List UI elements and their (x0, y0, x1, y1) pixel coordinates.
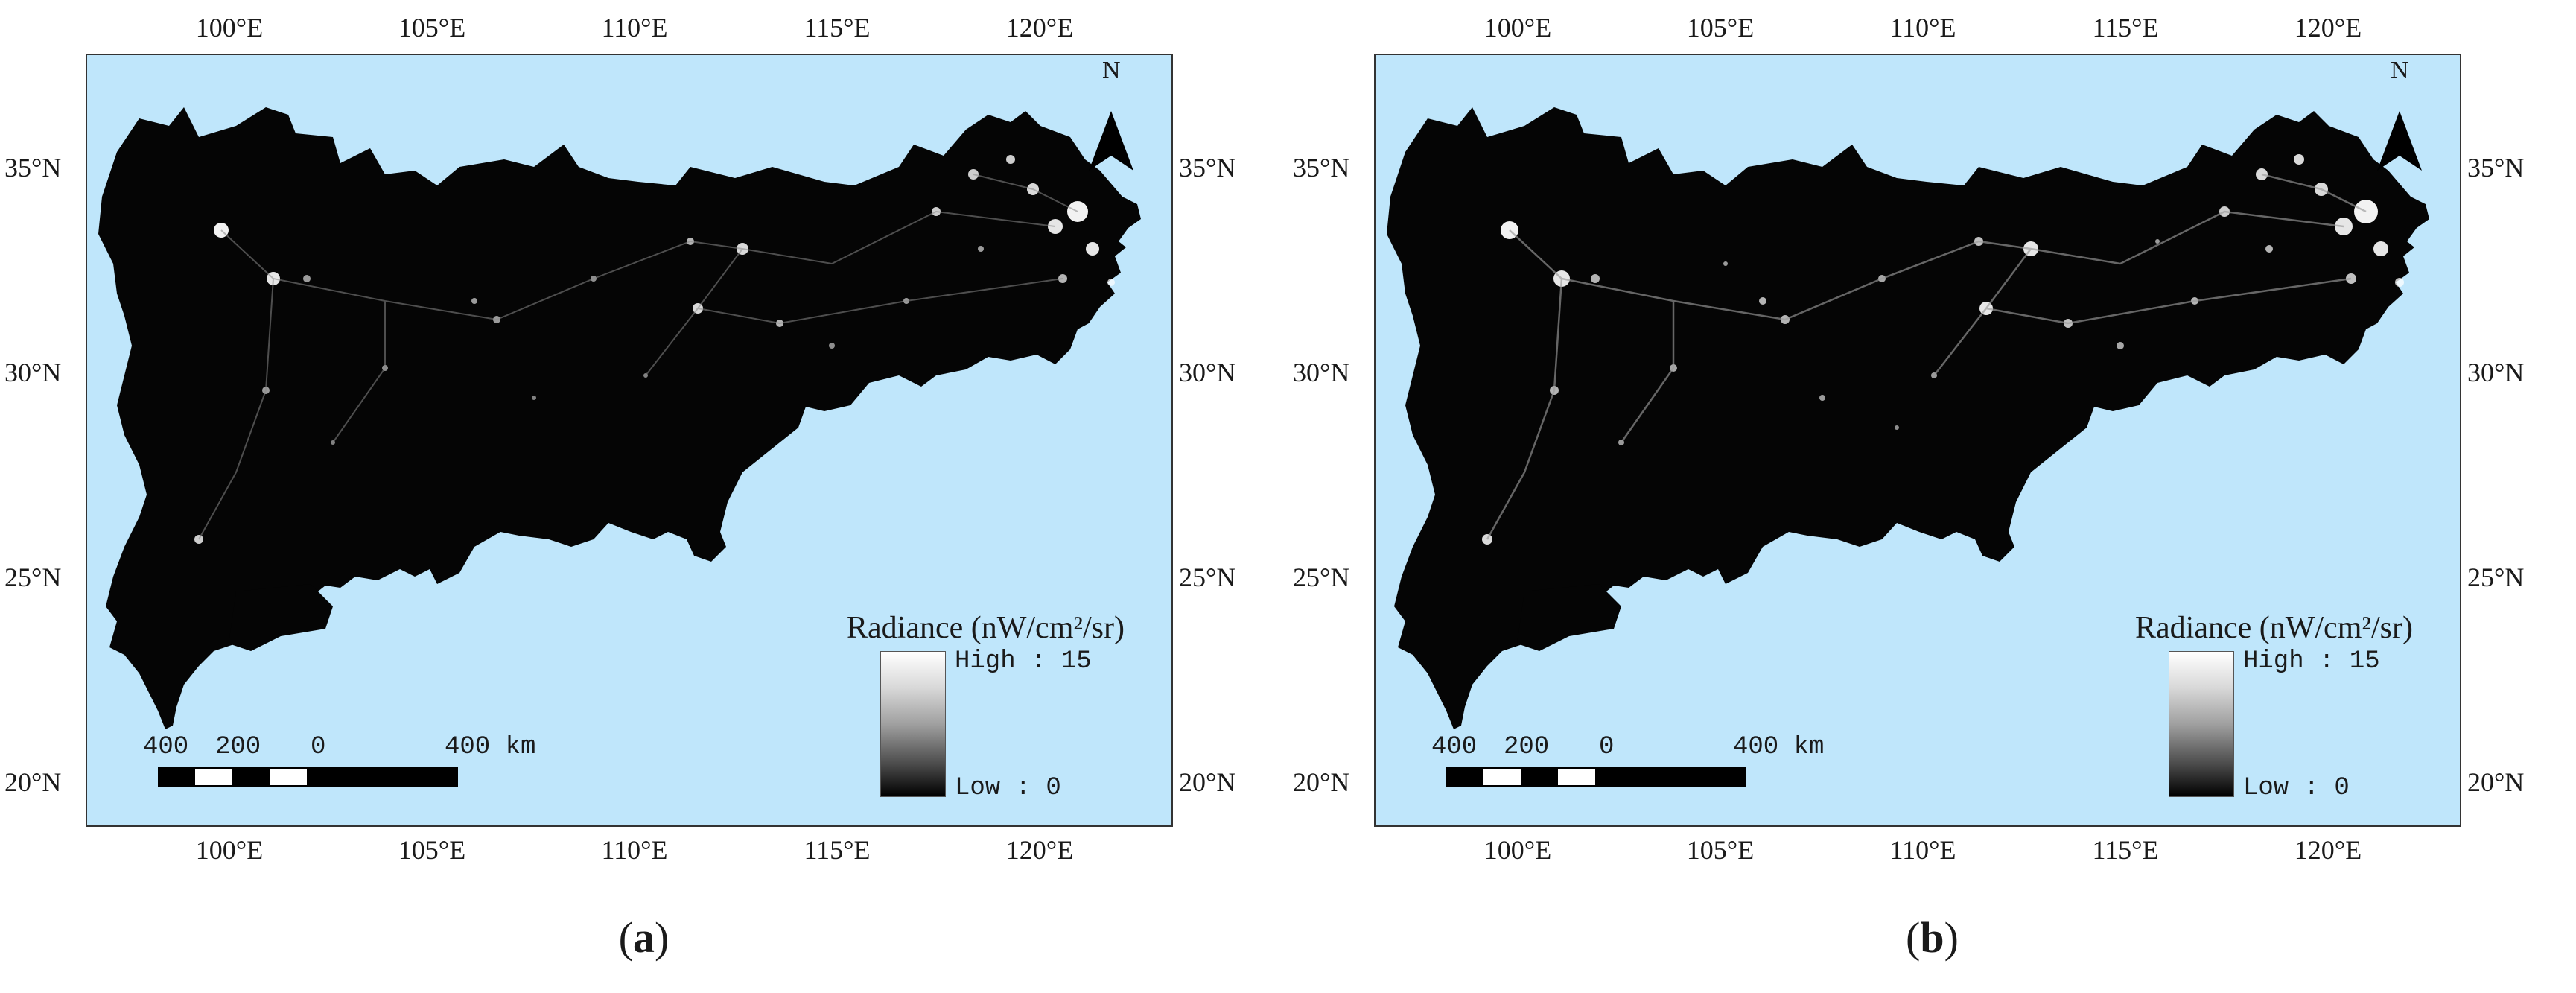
panel-letter: b (1920, 913, 1944, 962)
scale-label-400km: 400 km (445, 733, 536, 761)
lat-label-left: 25°N (1293, 562, 1350, 592)
scale-bar (158, 767, 458, 787)
region-south-lobe (1517, 584, 1621, 651)
lon-label-top: 110°E (601, 13, 668, 42)
scale-label-400km: 400 km (1733, 733, 1825, 761)
lat-label-right: 30°N (1179, 358, 1236, 387)
map-frame: N Radiance (nW/cm²/sr) High : 15 Low : 0… (1374, 54, 2461, 827)
lat-label-right: 25°N (2467, 562, 2525, 592)
panel-caption: (b) (1906, 913, 1959, 962)
lon-label-top: 115°E (2092, 13, 2159, 42)
lon-label-top: 105°E (1686, 13, 1755, 42)
lat-label-right: 20°N (1179, 767, 1236, 797)
lat-label-left: 25°N (4, 562, 62, 592)
lon-label-top: 100°E (195, 13, 264, 42)
region-south-lobe (229, 584, 333, 651)
lon-label-bottom: 100°E (1483, 835, 1552, 865)
north-label: N (1102, 57, 1121, 84)
scale-label-200: 200 (1504, 733, 1550, 761)
lon-label-top: 120°E (1005, 13, 1074, 42)
lon-label-bottom: 110°E (1889, 835, 1956, 865)
panel-letter: a (633, 913, 655, 962)
lon-label-bottom: 110°E (601, 835, 668, 865)
north-arrow-icon (1089, 111, 1133, 171)
legend-color-ramp (880, 651, 946, 797)
lat-label-right: 35°N (2467, 153, 2525, 183)
lat-label-left: 30°N (1293, 358, 1350, 387)
scale-label-0: 0 (311, 733, 326, 761)
lat-label-right: 20°N (2467, 767, 2525, 797)
scale-label-200: 200 (215, 733, 261, 761)
lon-label-bottom: 120°E (2294, 835, 2362, 865)
map-panel-a: N Radiance (nW/cm²/sr) High : 15 Low : 0… (4, 13, 1236, 962)
city-lights-layer (194, 155, 1115, 544)
lon-label-bottom: 100°E (195, 835, 264, 865)
lat-label-left: 20°N (4, 767, 62, 797)
lon-label-bottom: 105°E (1686, 835, 1755, 865)
north-label: N (2391, 57, 2409, 84)
legend-title: Radiance (nW/cm²/sr) (2135, 611, 2413, 645)
lon-label-top: 110°E (1889, 13, 1956, 42)
north-arrow-icon (2377, 111, 2422, 171)
lat-label-right: 25°N (1179, 562, 1236, 592)
study-region-land (98, 107, 1141, 729)
lon-label-top: 115°E (804, 13, 871, 42)
road-network-lights (1486, 173, 2367, 540)
lat-label-left: 35°N (4, 153, 62, 183)
study-region-land (1387, 107, 2429, 729)
lon-label-top: 105°E (398, 13, 466, 42)
scale-label-400-left: 400 (1431, 733, 1478, 761)
lon-label-bottom: 120°E (1005, 835, 1074, 865)
lon-label-bottom: 115°E (2092, 835, 2159, 865)
scale-label-0: 0 (1599, 733, 1615, 761)
road-network-lights (198, 174, 1078, 540)
lon-label-top: 120°E (2294, 13, 2362, 42)
lon-label-bottom: 105°E (398, 835, 466, 865)
legend-color-ramp (2169, 651, 2234, 797)
legend-low-label: Low : 0 (955, 774, 1061, 802)
map-canvas (1387, 107, 2429, 729)
map-frame: N Radiance (nW/cm²/sr) High : 15 Low : 0… (86, 54, 1173, 827)
legend-high-label: High : 15 (955, 647, 1092, 676)
panel-caption: (a) (618, 913, 670, 962)
map-panel-b: N Radiance (nW/cm²/sr) High : 15 Low : 0… (1288, 0, 2576, 993)
lon-label-bottom: 115°E (804, 835, 871, 865)
legend-title: Radiance (nW/cm²/sr) (847, 611, 1125, 645)
lat-label-left: 30°N (4, 358, 62, 387)
lat-label-left: 20°N (1293, 767, 1350, 797)
lat-label-right: 30°N (2467, 358, 2525, 387)
scale-bar (1446, 767, 1746, 787)
lat-label-left: 35°N (1293, 153, 1350, 183)
legend-high-label: High : 15 (2243, 647, 2380, 676)
legend-low-label: Low : 0 (2243, 774, 2350, 802)
scale-label-400-left: 400 (143, 733, 189, 761)
lon-label-top: 100°E (1483, 13, 1552, 42)
lat-label-right: 35°N (1179, 153, 1236, 183)
map-canvas (98, 107, 1141, 729)
